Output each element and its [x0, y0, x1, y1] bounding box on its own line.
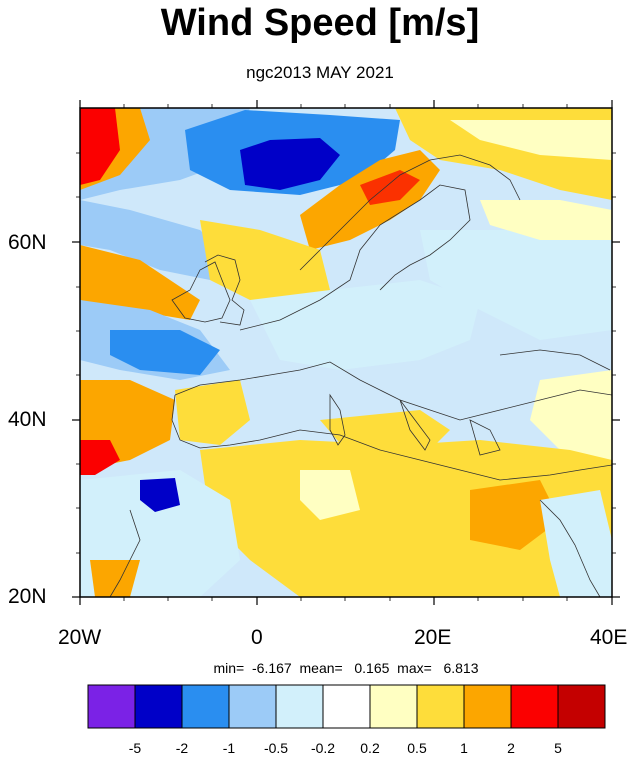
colorbar-box	[557, 684, 606, 729]
lat-label-40n: 40N	[8, 408, 47, 431]
lat-label-20n: 20N	[8, 585, 47, 608]
anomaly-region	[80, 245, 200, 320]
anomaly-region	[175, 380, 250, 445]
colorbar-box	[228, 684, 277, 729]
anomaly-region	[240, 138, 340, 190]
colorbar-tick-label: 0.2	[360, 740, 380, 756]
lon-label-20w: 20W	[58, 626, 102, 649]
colorbar-box	[416, 684, 465, 729]
anomaly-region	[250, 280, 480, 370]
coastlines	[109, 154, 612, 597]
anomaly-region	[140, 478, 180, 512]
axis-ticks	[72, 100, 620, 605]
colorbar-box	[369, 684, 418, 729]
colorbar-box	[322, 684, 371, 729]
colorbar	[87, 684, 606, 729]
colorbar-tick-label: 1	[460, 740, 468, 756]
lon-label-20e: 20E	[414, 626, 452, 649]
colorbar-box	[181, 684, 230, 729]
colorbar-tick-label: 2	[507, 740, 515, 756]
colorbar-tick-label: 5	[554, 740, 562, 756]
colorbar-tick-label: -0.5	[263, 740, 289, 756]
colorbar-box	[275, 684, 324, 729]
lon-label-40e: 40E	[590, 626, 628, 649]
plot-frame	[79, 107, 613, 598]
colorbar-tick-label: -5	[128, 740, 142, 756]
colorbar-tick-label: 0.5	[407, 740, 427, 756]
stats-line: min= -6.167 mean= 0.165 max= 6.813	[213, 660, 479, 676]
chart-subtitle: ngc2013 MAY 2021	[246, 63, 394, 82]
lon-label-0: 0	[251, 626, 263, 649]
colorbar-tick-label: -0.2	[310, 740, 336, 756]
anomaly-region	[530, 370, 612, 460]
anomaly-region	[80, 108, 120, 185]
axis-minor-ticks	[76, 104, 616, 601]
colorbar-box	[134, 684, 183, 729]
anomaly-region	[80, 200, 230, 280]
anomaly-region	[480, 200, 612, 240]
anomaly-region	[200, 220, 330, 310]
anomaly-region	[540, 490, 612, 597]
anomaly-region	[80, 440, 120, 475]
map-plot-area	[80, 108, 612, 597]
colorbar-tick-label: -1	[222, 740, 236, 756]
anomaly-region	[470, 480, 560, 550]
colorbar-box	[510, 684, 559, 729]
colorbar-box	[463, 684, 512, 729]
anomaly-region	[110, 330, 220, 375]
anomaly-region	[90, 560, 140, 597]
anomaly-region	[420, 230, 612, 340]
chart-title: Wind Speed [m/s]	[160, 2, 480, 44]
colorbar-tick-label: -2	[175, 740, 189, 756]
lat-label-60n: 60N	[8, 231, 47, 254]
anomaly-region	[450, 120, 612, 160]
colorbar-box	[87, 684, 136, 729]
anomaly-region	[300, 470, 360, 520]
